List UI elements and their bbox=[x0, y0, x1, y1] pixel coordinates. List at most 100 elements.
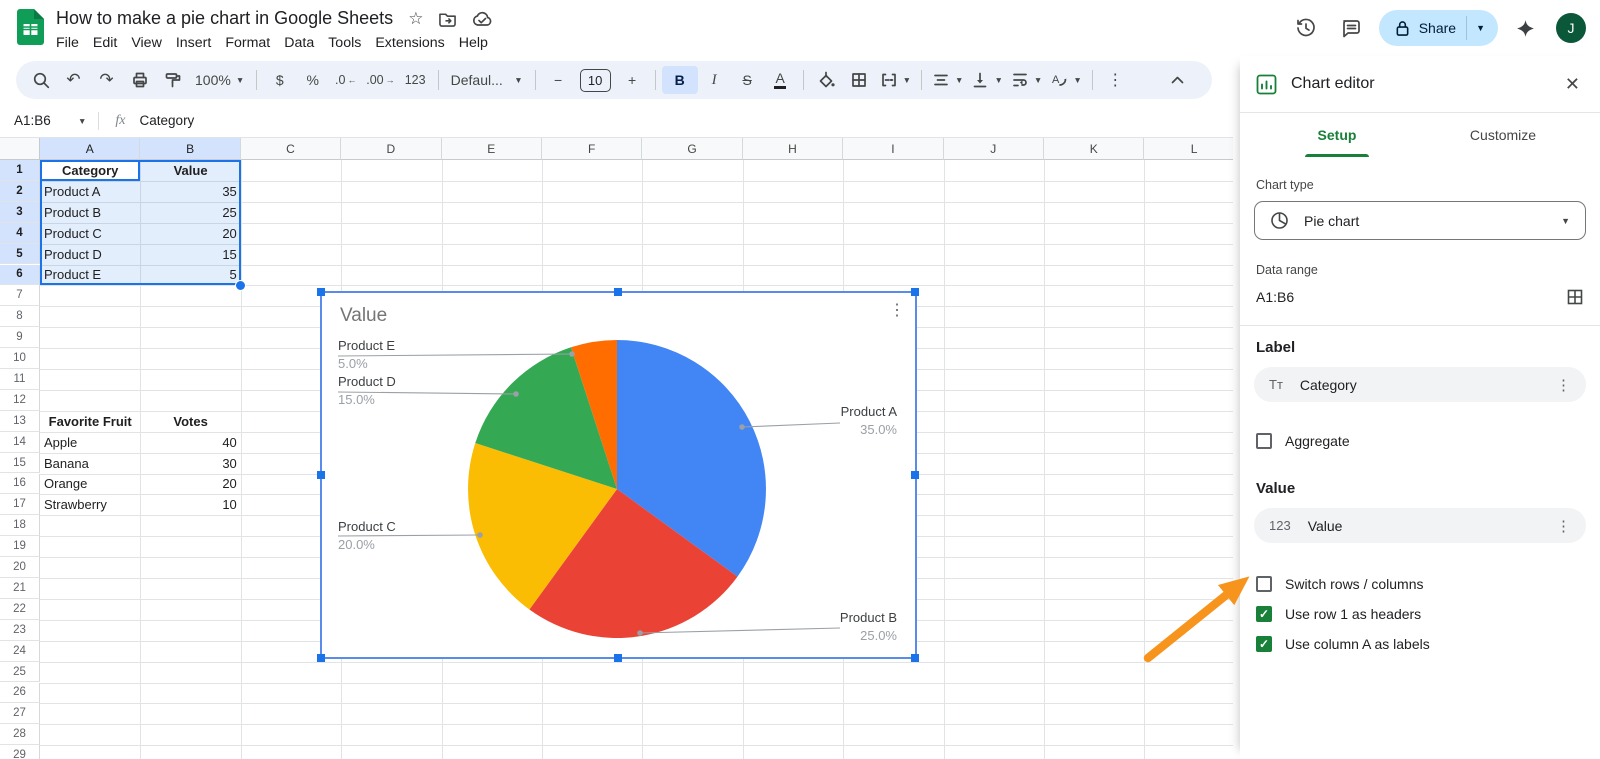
row-header-28[interactable]: 28 bbox=[0, 724, 40, 746]
use-column-a-as-labels-checkbox[interactable]: ✓ bbox=[1256, 636, 1272, 652]
aggregate-row[interactable]: Aggregate bbox=[1256, 426, 1586, 456]
cell-A3[interactable]: Product B bbox=[44, 204, 102, 220]
column-header-K[interactable]: K bbox=[1044, 138, 1145, 160]
cell-B17[interactable]: 10 bbox=[222, 497, 237, 513]
text-wrap-button[interactable]: ▼ bbox=[1007, 66, 1046, 94]
increase-font-size-button[interactable]: + bbox=[628, 72, 637, 88]
chart-resize-handle[interactable] bbox=[614, 288, 622, 296]
text-color-button[interactable]: A bbox=[764, 66, 797, 94]
cell-A6[interactable]: Product E bbox=[44, 267, 102, 283]
row-header-27[interactable]: 27 bbox=[0, 703, 40, 725]
paint-format-icon[interactable] bbox=[156, 66, 189, 94]
column-header-E[interactable]: E bbox=[441, 138, 542, 160]
row-header-24[interactable]: 24 bbox=[0, 640, 40, 662]
column-header-G[interactable]: G bbox=[642, 138, 743, 160]
row-header-2[interactable]: 2 bbox=[0, 180, 40, 202]
format-currency-button[interactable]: $ bbox=[275, 72, 284, 88]
chart-resize-handle[interactable] bbox=[911, 471, 919, 479]
cell-B3[interactable]: 25 bbox=[222, 204, 237, 220]
chart-resize-handle[interactable] bbox=[911, 654, 919, 662]
decrease-decimal-button[interactable]: .0 ← bbox=[335, 73, 357, 87]
column-header-A[interactable]: A bbox=[40, 138, 141, 160]
row-header-18[interactable]: 18 bbox=[0, 515, 40, 537]
share-button[interactable]: Share ▼ bbox=[1378, 10, 1498, 46]
row-header-6[interactable]: 6 bbox=[0, 264, 40, 286]
data-range-value[interactable]: A1:B6 bbox=[1256, 289, 1295, 305]
cell-A15[interactable]: Banana bbox=[44, 455, 89, 471]
pie-slice-product-d[interactable] bbox=[475, 347, 617, 489]
chart-resize-handle[interactable] bbox=[317, 288, 325, 296]
cell-B16[interactable]: 20 bbox=[222, 476, 237, 492]
row-header-26[interactable]: 26 bbox=[0, 682, 40, 704]
label-options-icon[interactable]: ⋮ bbox=[1556, 376, 1571, 394]
row-header-3[interactable]: 3 bbox=[0, 201, 40, 223]
strikethrough-button[interactable]: S bbox=[742, 72, 752, 88]
row-header-1[interactable]: 1 bbox=[0, 160, 40, 181]
comments-icon[interactable] bbox=[1333, 10, 1371, 46]
row-header-8[interactable]: 8 bbox=[0, 306, 40, 328]
menu-help[interactable]: Help bbox=[458, 35, 488, 51]
menu-tools[interactable]: Tools bbox=[328, 35, 362, 51]
cell-A1[interactable]: Category bbox=[62, 162, 119, 178]
merge-cells-button[interactable]: ▼ bbox=[876, 66, 915, 94]
hide-menus-icon[interactable] bbox=[1161, 66, 1194, 94]
column-header-H[interactable]: H bbox=[742, 138, 844, 160]
document-title[interactable]: How to make a pie chart in Google Sheets bbox=[56, 8, 394, 28]
column-header-C[interactable]: C bbox=[240, 138, 342, 160]
cell-B14[interactable]: 40 bbox=[222, 434, 237, 450]
row-header-21[interactable]: 21 bbox=[0, 578, 40, 599]
text-rotation-button[interactable]: A ▼ bbox=[1052, 74, 1082, 86]
label-field[interactable]: Tт Category ⋮ bbox=[1254, 367, 1586, 402]
tab-setup[interactable]: Setup bbox=[1254, 113, 1420, 157]
row-header-19[interactable]: 19 bbox=[0, 536, 40, 558]
cell-B2[interactable]: 35 bbox=[222, 183, 237, 199]
horizontal-align-button[interactable]: ▼ bbox=[928, 66, 967, 94]
column-header-D[interactable]: D bbox=[341, 138, 442, 160]
redo-icon[interactable]: ↷ bbox=[99, 70, 114, 89]
tab-customize[interactable]: Customize bbox=[1469, 127, 1537, 143]
version-history-icon[interactable] bbox=[1287, 10, 1325, 46]
gemini-sparkle-icon[interactable] bbox=[1506, 10, 1544, 46]
formula-input[interactable]: Category bbox=[139, 113, 195, 128]
row-header-25[interactable]: 25 bbox=[0, 661, 40, 683]
use-row-1-as-headers-checkbox[interactable]: ✓ bbox=[1256, 606, 1272, 622]
cell-B1[interactable]: Value bbox=[173, 162, 208, 178]
pie-slice-product-c[interactable] bbox=[468, 443, 617, 610]
row-header-16[interactable]: 16 bbox=[0, 473, 40, 495]
chart-resize-handle[interactable] bbox=[614, 654, 622, 662]
cell-B13[interactable]: Votes bbox=[173, 413, 208, 429]
cell-B4[interactable]: 20 bbox=[222, 225, 237, 241]
cell-B15[interactable]: 30 bbox=[222, 455, 237, 471]
cell-B6[interactable]: 5 bbox=[229, 267, 237, 283]
switch-rows-columns-checkbox[interactable] bbox=[1256, 576, 1272, 592]
row-header-23[interactable]: 23 bbox=[0, 619, 40, 641]
value-options-icon[interactable]: ⋮ bbox=[1556, 517, 1571, 535]
bold-button[interactable]: B bbox=[661, 66, 698, 94]
close-icon[interactable]: ✕ bbox=[1564, 73, 1580, 94]
cell-A4[interactable]: Product C bbox=[44, 225, 102, 241]
chart-menu-icon[interactable]: ⋮ bbox=[889, 302, 905, 319]
row-header-4[interactable]: 4 bbox=[0, 222, 40, 244]
row-header-20[interactable]: 20 bbox=[0, 557, 40, 578]
cell-A14[interactable]: Apple bbox=[44, 434, 78, 450]
aggregate-checkbox[interactable] bbox=[1256, 433, 1272, 449]
active-cell[interactable] bbox=[40, 160, 141, 181]
borders-button[interactable] bbox=[843, 66, 876, 94]
sheets-logo[interactable] bbox=[17, 9, 44, 45]
row-header-13[interactable]: 13 bbox=[0, 410, 40, 432]
column-header-J[interactable]: J bbox=[943, 138, 1044, 160]
pie-slice-product-a[interactable] bbox=[617, 340, 766, 577]
chart-resize-handle[interactable] bbox=[317, 471, 325, 479]
fill-color-button[interactable] bbox=[810, 66, 843, 94]
increase-decimal-button[interactable]: .00 → bbox=[366, 73, 395, 87]
option-use-row-1-as-headers[interactable]: ✓ Use row 1 as headers bbox=[1256, 599, 1586, 629]
cell-A13[interactable]: Favorite Fruit bbox=[48, 413, 132, 429]
column-header-L[interactable]: L bbox=[1144, 138, 1233, 160]
menu-format[interactable]: Format bbox=[225, 35, 271, 51]
decrease-font-size-button[interactable]: − bbox=[554, 72, 563, 88]
row-header-22[interactable]: 22 bbox=[0, 598, 40, 620]
move-folder-icon[interactable] bbox=[438, 10, 457, 27]
row-header-17[interactable]: 17 bbox=[0, 494, 40, 516]
name-box-caret[interactable]: ▼ bbox=[78, 115, 87, 126]
cell-A2[interactable]: Product A bbox=[44, 183, 101, 199]
